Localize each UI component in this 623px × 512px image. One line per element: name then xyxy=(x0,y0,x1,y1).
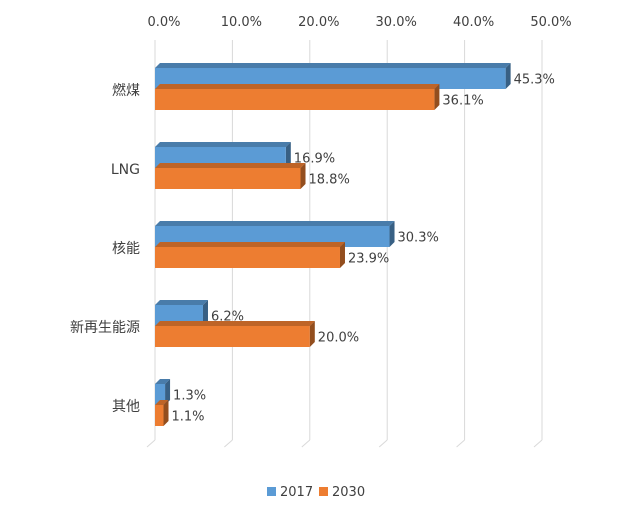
bar-side-face xyxy=(339,242,345,268)
bar-2030 xyxy=(155,168,301,189)
bar-side-face xyxy=(434,84,440,110)
bar-2017 xyxy=(155,147,286,168)
x-tick-label: 40.0% xyxy=(453,15,494,30)
data-label: 16.9% xyxy=(294,152,335,167)
data-label: 45.3% xyxy=(514,73,555,88)
gridline-floor xyxy=(378,439,388,448)
bars xyxy=(155,63,511,426)
x-axis-ticks: 0.0% 10.0% 20.0% 30.0% 40.0% 50.0% xyxy=(147,15,571,30)
category-label: 其他 xyxy=(112,399,140,415)
bar-2017 xyxy=(155,384,166,405)
bar-2030 xyxy=(155,247,340,268)
x-tick-label: 30.0% xyxy=(376,15,417,30)
gridline-floor xyxy=(224,439,233,448)
gridline-floor xyxy=(456,439,465,448)
category-label: 核能 xyxy=(112,241,140,257)
bar-top-face xyxy=(155,300,208,305)
x-tick-label: 50.0% xyxy=(530,15,571,30)
category-label: LNG xyxy=(111,162,140,178)
bar-top-face xyxy=(155,400,169,405)
bar-top-face xyxy=(155,379,171,384)
legend-swatch xyxy=(267,487,276,496)
bar-2030 xyxy=(155,89,435,110)
legend-label: 2017 xyxy=(280,485,313,500)
data-label: 1.1% xyxy=(172,410,205,425)
data-label: 20.0% xyxy=(318,331,359,346)
bar-top-face xyxy=(155,163,306,168)
data-label: 1.3% xyxy=(173,389,206,404)
data-label: 18.8% xyxy=(309,173,350,188)
bar-top-face xyxy=(155,142,291,147)
bar-2017 xyxy=(155,305,203,326)
legend-label: 2030 xyxy=(332,485,365,500)
gridline-floor xyxy=(533,439,543,448)
data-label: 6.2% xyxy=(211,310,244,325)
bar-side-face xyxy=(163,400,169,426)
bar-side-face xyxy=(300,163,306,189)
bar-2030 xyxy=(155,405,164,426)
bar-side-face xyxy=(309,321,315,347)
data-label: 30.3% xyxy=(398,231,439,246)
bar-2017 xyxy=(155,68,506,89)
category-label: 新再生能源 xyxy=(70,320,140,336)
bar-top-face xyxy=(155,84,440,89)
bar-2030 xyxy=(155,326,310,347)
data-label: 23.9% xyxy=(348,252,389,267)
bar-top-face xyxy=(155,221,395,226)
bar-2017 xyxy=(155,226,390,247)
bar-top-face xyxy=(155,321,315,326)
bar-top-face xyxy=(155,242,345,247)
category-label: 燃煤 xyxy=(112,82,140,99)
bar-side-face xyxy=(505,63,511,89)
data-labels: 45.3% 36.1% 16.9% 18.8% 30.3% 23.9% 6.2% 20.0% 1… xyxy=(172,73,555,425)
bar-side-face xyxy=(202,300,208,326)
bar-top-face xyxy=(155,63,511,68)
legend-swatch xyxy=(319,487,328,496)
bar-side-face xyxy=(285,142,291,168)
bar-side-face xyxy=(389,221,395,247)
gridline-floor xyxy=(146,439,156,448)
gridline-floor xyxy=(301,439,311,448)
legend: 2017 2030 xyxy=(267,485,365,500)
x-tick-label: 0.0% xyxy=(147,15,180,30)
x-tick-label: 20.0% xyxy=(298,15,339,30)
data-label: 36.1% xyxy=(442,94,483,109)
bar-side-face xyxy=(165,379,171,405)
x-tick-label: 10.0% xyxy=(221,15,262,30)
